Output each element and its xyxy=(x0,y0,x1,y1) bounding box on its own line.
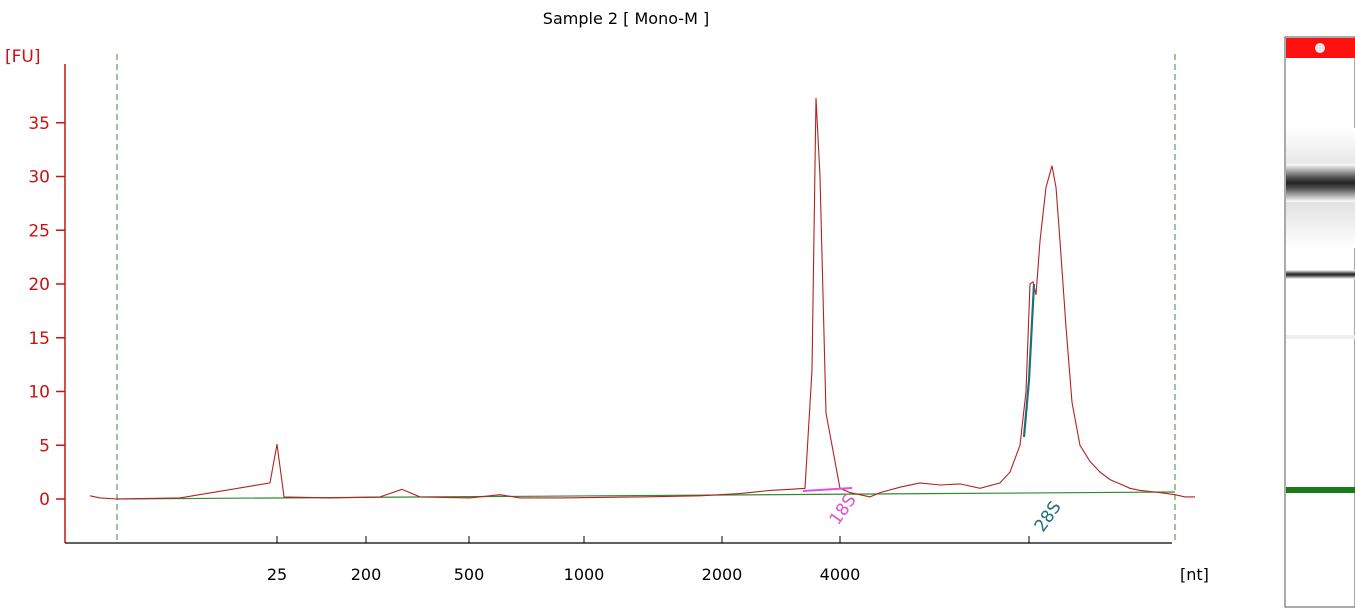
marker-18s-segment xyxy=(802,487,853,492)
gel-lane-frame xyxy=(1284,36,1355,608)
series-trace xyxy=(89,97,1195,500)
x-tick-label: 500 xyxy=(454,565,485,584)
y-tick-label: 20 xyxy=(28,275,50,295)
gel-band-28s xyxy=(1286,164,1355,202)
y-tick-label: 35 xyxy=(28,114,50,134)
marker-28s-segment xyxy=(1022,283,1036,438)
y-ticks: 0 5 10 15 20 25 30 35 xyxy=(28,114,65,510)
x-tick-label: 200 xyxy=(351,565,382,584)
y-tick-label: 30 xyxy=(28,168,50,188)
annotation-18s: 18S xyxy=(826,491,861,529)
y-tick-label: 10 xyxy=(28,383,50,403)
gel-well-dot xyxy=(1315,43,1325,53)
y-tick-label: 5 xyxy=(39,436,50,456)
gel-lane xyxy=(1284,36,1355,608)
baseline xyxy=(116,491,1176,500)
y-tick-label: 25 xyxy=(28,221,50,241)
x-tick-label: 1000 xyxy=(564,565,605,584)
gel-marker-band xyxy=(1286,487,1355,493)
x-tick-label: 2000 xyxy=(702,565,743,584)
y-axis-label: [FU] xyxy=(5,47,41,67)
gel-faint-band xyxy=(1286,335,1355,339)
x-tick-label: 25 xyxy=(267,565,287,584)
x-tick-label: 4000 xyxy=(820,565,861,584)
chart-title: Sample 2 [ Mono-M ] xyxy=(543,9,709,28)
gel-band-18s xyxy=(1286,270,1355,279)
x-axis-label: [nt] xyxy=(1180,565,1209,584)
y-tick-label: 0 xyxy=(39,490,50,510)
y-tick-label: 15 xyxy=(28,329,50,349)
x-ticks: 25 200 500 1000 2000 4000 xyxy=(267,536,1030,584)
annotation-28s: 28S xyxy=(1031,498,1066,536)
